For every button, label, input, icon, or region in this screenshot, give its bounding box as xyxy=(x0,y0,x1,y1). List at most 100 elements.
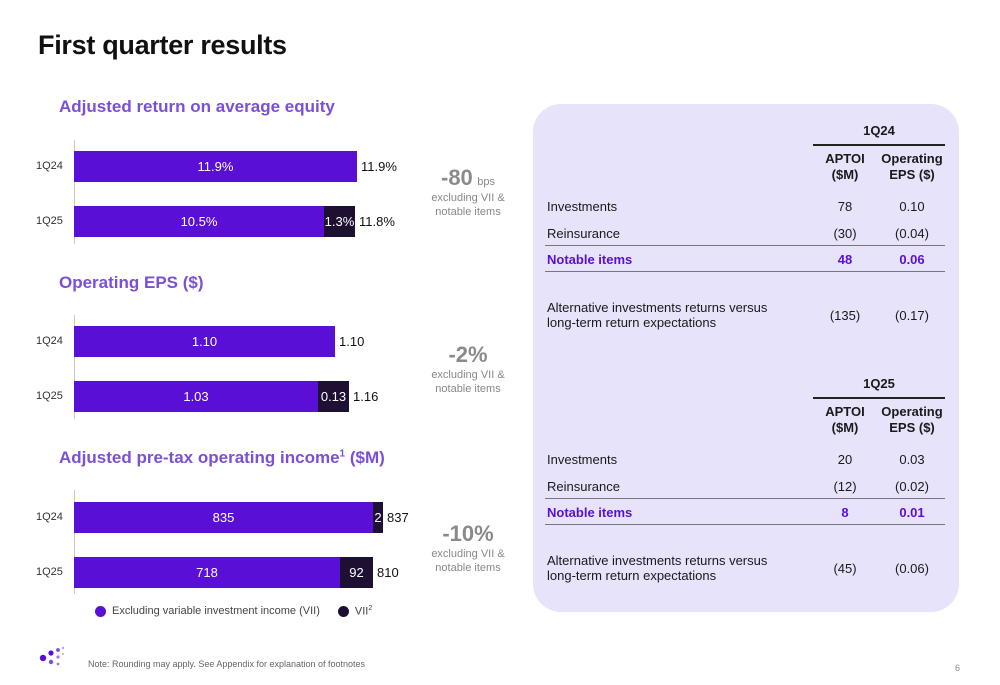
legend-vii-label: VII2 xyxy=(355,605,372,618)
roe-change-note-1: excluding VII & xyxy=(431,192,505,204)
table-1q25-col-aptoi: APTOI ($M) xyxy=(819,404,871,436)
table-1q24-row-alt-label-line1: Alternative investments returns versus xyxy=(547,300,768,315)
company-logo-icon xyxy=(39,646,65,666)
table-1q24-row-reinsurance-label: Reinsurance xyxy=(547,226,620,241)
aptoi-category-1q24: 1Q24 xyxy=(36,511,63,523)
aptoi-title-footnote: 1 xyxy=(339,448,346,460)
table-1q25-col-eps-line2: EPS ($) xyxy=(889,420,935,435)
eps-bar-1q24: 1.10 xyxy=(74,326,335,357)
table-1q25-period: 1Q25 xyxy=(863,376,895,391)
aptoi-title-unit: ($M) xyxy=(345,448,385,467)
table-1q25-row-notable-label: Notable items xyxy=(547,505,633,520)
eps-bar-1q24-excl-vii: 1.10 xyxy=(74,326,335,357)
table-1q25-row-alt-eps: (0.06) xyxy=(895,561,929,576)
roe-change: -80 bps excluding VII & notable items xyxy=(418,165,518,219)
legend-excl-vii-swatch xyxy=(95,605,106,617)
roe-bar-1q25-vii: 1.3% xyxy=(324,206,355,237)
table-1q24-row-investments-label: Investments xyxy=(547,199,618,214)
eps-category-1q24: 1Q24 xyxy=(36,335,63,347)
aptoi-total-1q25: 810 xyxy=(377,565,399,580)
notable-items-panel: 1Q24 APTOI ($M) Operating EPS ($) Investme… xyxy=(533,104,959,612)
eps-bar-1q25-excl-vii: 1.03 xyxy=(74,381,318,412)
roe-bar-1q25: 10.5% 1.3% xyxy=(74,206,355,237)
roe-total-1q24: 11.9% xyxy=(361,159,397,174)
table-1q25-row-reinsurance-eps: (0.02) xyxy=(895,479,929,494)
table-1q24-row-investments-eps: 0.10 xyxy=(899,199,925,214)
legend-vii-footnote: 2 xyxy=(368,605,373,612)
roe-chart-title: Adjusted return on average equity xyxy=(59,97,335,116)
table-1q25-row-investments-label: Investments xyxy=(547,452,618,467)
table-1q25-row-alt-label-line2: long-term return expectations xyxy=(547,568,717,583)
eps-axis xyxy=(74,315,75,419)
table-1q24-col-aptoi-line1: APTOI xyxy=(825,151,865,166)
eps-change-note-2: notable items xyxy=(435,383,501,395)
eps-change-value: -2% xyxy=(448,342,488,367)
legend-vii-text: VII xyxy=(354,605,369,618)
table-1q25-row-alt-label-line1: Alternative investments returns versus xyxy=(547,553,768,568)
table-1q24-row-alt-aptoi: (135) xyxy=(829,308,861,323)
table-1q24-row-notable-label: Notable items xyxy=(547,252,633,267)
table-1q25-row-alt-aptoi: (45) xyxy=(833,561,857,576)
eps-total-1q25: 1.16 xyxy=(353,389,379,404)
chart-legend: Excluding variable investment income (VI… xyxy=(95,605,372,618)
table-1q25-row-alt-label: Alternative investments returns versus lo… xyxy=(547,553,767,583)
table-1q25-row-notable-aptoi: 8 xyxy=(841,505,849,520)
aptoi-bar-1q24-vii: 2 xyxy=(373,502,383,533)
table-1q24-row-reinsurance-aptoi: (30) xyxy=(833,226,857,241)
table-1q24-row-alt-label: Alternative investments returns versus lo… xyxy=(547,300,767,330)
aptoi-bar-1q25-excl-vii: 718 xyxy=(74,557,340,588)
table-1q24-col-eps: Operating EPS ($) xyxy=(877,151,947,183)
aptoi-category-1q25: 1Q25 xyxy=(36,566,63,578)
table-1q25-col-aptoi-line2: ($M) xyxy=(831,420,859,435)
table-1q24-row-investments-aptoi: 78 xyxy=(837,199,853,214)
table-1q24-row-notable-eps: 0.06 xyxy=(899,252,925,267)
page-title: First quarter results xyxy=(38,30,287,60)
eps-category-1q25: 1Q25 xyxy=(36,390,63,402)
roe-category-1q24: 1Q24 xyxy=(36,160,63,172)
table-1q24-col-aptoi-line2: ($M) xyxy=(831,167,859,182)
table-1q25-col-eps: Operating EPS ($) xyxy=(877,404,947,436)
table-1q24-period: 1Q24 xyxy=(863,123,895,138)
aptoi-change: -10% excluding VII & notable items xyxy=(418,521,518,575)
roe-axis xyxy=(74,140,75,244)
aptoi-change-note-1: excluding VII & xyxy=(431,548,505,560)
table-1q24-row-alt-label-line2: long-term return expectations xyxy=(547,315,717,330)
table-1q24-row-notable-aptoi: 48 xyxy=(837,252,853,267)
table-1q25-row-reinsurance-aptoi: (12) xyxy=(833,479,857,494)
table-1q24-col-eps-line2: EPS ($) xyxy=(889,167,935,182)
table-1q24-col-eps-line1: Operating xyxy=(881,151,943,166)
table-1q24-row-reinsurance-eps: (0.04) xyxy=(895,226,929,241)
footnote: Note: Rounding may apply. See Appendix f… xyxy=(88,659,366,669)
aptoi-bar-1q24: 835 2 xyxy=(74,502,383,533)
roe-total-1q25: 11.8% xyxy=(359,214,395,229)
table-1q24-col-aptoi: APTOI ($M) xyxy=(819,151,871,183)
aptoi-bar-1q25: 718 92 xyxy=(74,557,373,588)
table-1q25-divider-top xyxy=(545,498,945,499)
eps-total-1q24: 1.10 xyxy=(339,334,365,349)
aptoi-bar-1q25-vii: 92 xyxy=(340,557,373,588)
aptoi-change-value: -10% xyxy=(442,521,494,546)
table-1q25-row-notable-eps: 0.01 xyxy=(899,505,925,520)
eps-chart-title: Operating EPS ($) xyxy=(59,273,204,292)
table-1q24-divider-bottom xyxy=(545,271,945,272)
table-1q25-row-investments-eps: 0.03 xyxy=(899,452,925,467)
roe-change-note-2: notable items xyxy=(435,206,501,218)
aptoi-bar-1q24-excl-vii: 835 xyxy=(74,502,373,533)
table-1q24-row-alt-eps: (0.17) xyxy=(895,308,929,323)
table-1q25-period-rule xyxy=(813,397,945,399)
aptoi-change-note-2: notable items xyxy=(435,562,501,574)
eps-bar-1q25-vii: 0.13 xyxy=(318,381,349,412)
table-1q24-period-rule xyxy=(813,144,945,146)
roe-category-1q25: 1Q25 xyxy=(36,215,63,227)
table-1q25-col-eps-line1: Operating xyxy=(881,404,943,419)
aptoi-total-1q24: 837 xyxy=(387,510,409,525)
page-number: 6 xyxy=(955,663,961,673)
table-1q24-divider-top xyxy=(545,245,945,246)
eps-change: -2% excluding VII & notable items xyxy=(418,342,518,396)
roe-bar-1q25-excl-vii: 10.5% xyxy=(74,206,324,237)
table-1q25-col-aptoi-line1: APTOI xyxy=(825,404,865,419)
eps-change-note-1: excluding VII & xyxy=(431,369,505,381)
roe-change-unit: bps xyxy=(477,176,495,188)
table-1q25-row-reinsurance-label: Reinsurance xyxy=(547,479,620,494)
roe-bar-1q24-excl-vii: 11.9% xyxy=(74,151,357,182)
